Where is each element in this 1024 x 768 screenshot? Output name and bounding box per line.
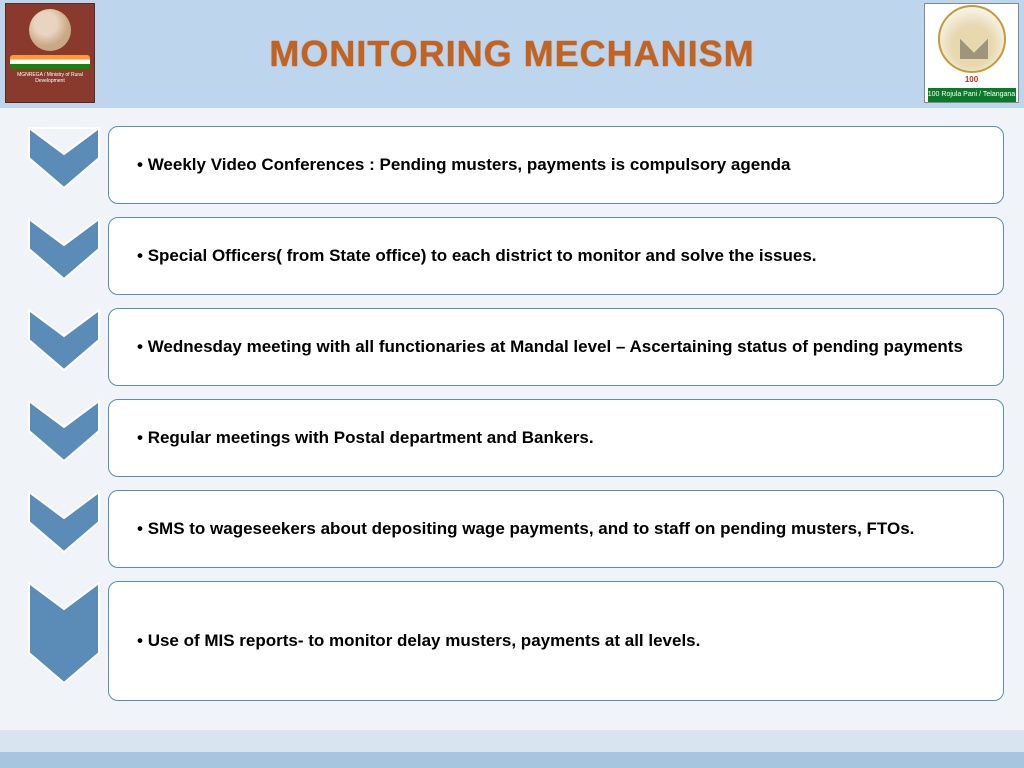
chevron-icon [20,217,108,295]
chevron-icon [20,399,108,477]
list-item-text: Wednesday meeting with all functionaries… [137,336,963,359]
chevron-icon [20,126,108,204]
list-item-box: Use of MIS reports- to monitor delay mus… [108,581,1004,701]
list-item-text: SMS to wageseekers about depositing wage… [137,518,914,541]
list-item: Use of MIS reports- to monitor delay mus… [20,581,1004,701]
content-area: Weekly Video Conferences : Pending muste… [0,108,1024,724]
list-item-text: Use of MIS reports- to monitor delay mus… [137,630,700,653]
slide-header: MGNREGA / Ministry of Rural Development … [0,0,1024,108]
footer-accent [0,752,1024,768]
logo-right: 100 100 Rojula Pani / Telangana [924,3,1019,103]
list-item: Regular meetings with Postal department … [20,399,1004,477]
list-item-text: Special Officers( from State office) to … [137,245,817,268]
slide-title: MONITORING MECHANISM [269,33,754,75]
chevron-icon [20,308,108,386]
logo-left: MGNREGA / Ministry of Rural Development [5,3,95,103]
list-item-box: Special Officers( from State office) to … [108,217,1004,295]
list-item-box: Wednesday meeting with all functionaries… [108,308,1004,386]
list-item: Special Officers( from State office) to … [20,217,1004,295]
logo-left-caption: MGNREGA / Ministry of Rural Development [9,72,91,84]
logo-right-red: 100 [965,75,978,84]
list-item-box: Weekly Video Conferences : Pending muste… [108,126,1004,204]
gandhi-portrait-icon [29,9,71,51]
list-item: Weekly Video Conferences : Pending muste… [20,126,1004,204]
list-item: Wednesday meeting with all functionaries… [20,308,1004,386]
list-item-box: SMS to wageseekers about depositing wage… [108,490,1004,568]
india-flag-icon [10,55,90,69]
chevron-icon [20,490,108,568]
list-item-text: Weekly Video Conferences : Pending muste… [137,154,790,177]
list-item: SMS to wageseekers about depositing wage… [20,490,1004,568]
list-item-text: Regular meetings with Postal department … [137,427,594,450]
list-item-box: Regular meetings with Postal department … [108,399,1004,477]
logo-right-bar: 100 Rojula Pani / Telangana [928,88,1016,102]
scheme-emblem-icon [938,5,1006,73]
chevron-icon [20,581,108,701]
